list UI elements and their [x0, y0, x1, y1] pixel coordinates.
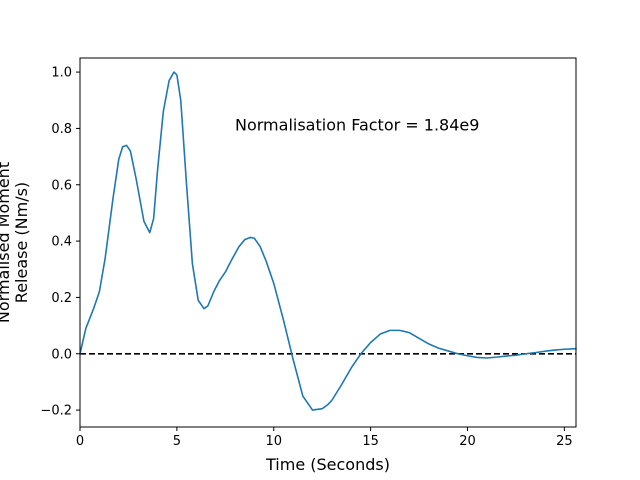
x-tick-label: 15	[362, 434, 379, 449]
y-axis-label-line-1: Normalised Moment	[0, 162, 13, 323]
axis-ticks: 0 5 10 15 20 25 −0.2 0.0 0.2 0.4 0.6 0.8 1.0	[40, 66, 572, 449]
y-tick-label: 0.4	[51, 235, 72, 250]
x-tick-label: 10	[265, 434, 282, 449]
series-line-1	[79, 71, 577, 411]
x-axis-label: Time (Seconds)	[265, 455, 390, 474]
y-tick-label: 0.0	[51, 347, 72, 362]
x-tick-label: 25	[556, 434, 573, 449]
y-tick-label: 0.6	[51, 178, 72, 193]
y-tick-label: 0.2	[51, 291, 72, 306]
x-tick-label: 20	[459, 434, 476, 449]
annotation-text: Normalisation Factor = 1.84e9	[235, 116, 479, 135]
y-tick-label: 0.8	[51, 122, 72, 137]
y-axis-label-line-2: Release (Nm/s)	[12, 182, 31, 303]
x-tick-label: 5	[173, 434, 181, 449]
y-tick-label: 1.0	[51, 66, 72, 81]
axes-frame	[79, 57, 577, 428]
y-tick-label: −0.2	[40, 404, 72, 419]
plot-area	[79, 71, 577, 411]
x-tick-label: 0	[76, 434, 84, 449]
